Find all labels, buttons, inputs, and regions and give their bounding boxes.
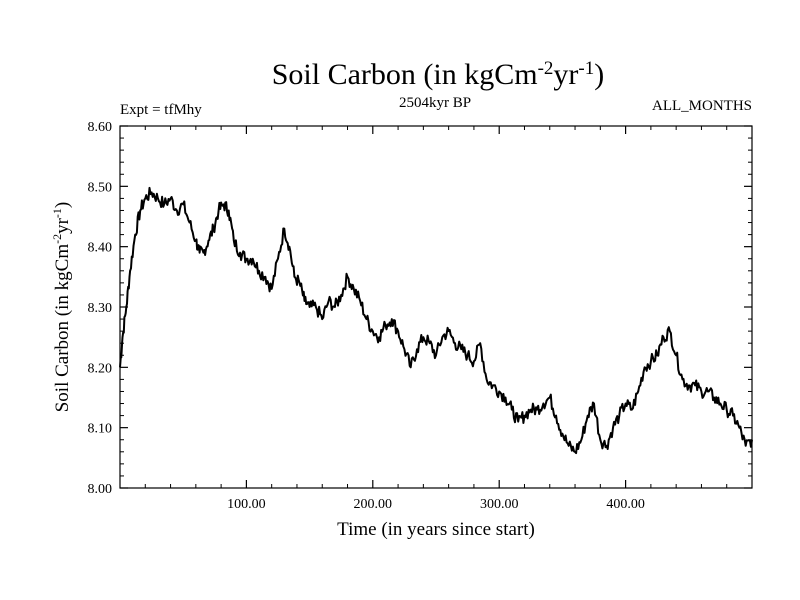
- y-axis-label: Soil Carbon (in kgCm-2yr-1): [50, 202, 73, 413]
- y-tick-label: 8.20: [88, 361, 113, 376]
- months-label: ALL_MONTHS: [652, 98, 752, 114]
- x-axis-ticks: 100.00 200.00 300.00 400.00: [144, 126, 728, 512]
- y-tick-label: 8.60: [88, 120, 113, 135]
- y-tick-label: 8.40: [88, 241, 113, 256]
- x-tick-label: 400.00: [606, 497, 645, 512]
- y-tick-label: 8.00: [88, 482, 113, 497]
- y-axis-ticks: 8.00 8.10 8.20 8.30 8.40 8.50 8.60: [88, 120, 752, 497]
- y-tick-label: 8.10: [88, 422, 113, 437]
- x-tick-label: 300.00: [480, 497, 519, 512]
- chart-title: Soil Carbon (in kgCm-2yr-1): [272, 58, 605, 92]
- y-tick-label: 8.30: [88, 301, 113, 316]
- period-label: 2504kyr BP: [399, 95, 471, 111]
- plot-frame: [119, 125, 753, 489]
- soil-carbon-series-line: [119, 186, 753, 455]
- x-tick-label: 100.00: [227, 497, 266, 512]
- y-tick-label: 8.50: [88, 180, 113, 195]
- experiment-label: Expt = tfMhy: [120, 102, 202, 118]
- x-tick-label: 200.00: [354, 497, 393, 512]
- x-axis-label: Time (in years since start): [337, 519, 535, 540]
